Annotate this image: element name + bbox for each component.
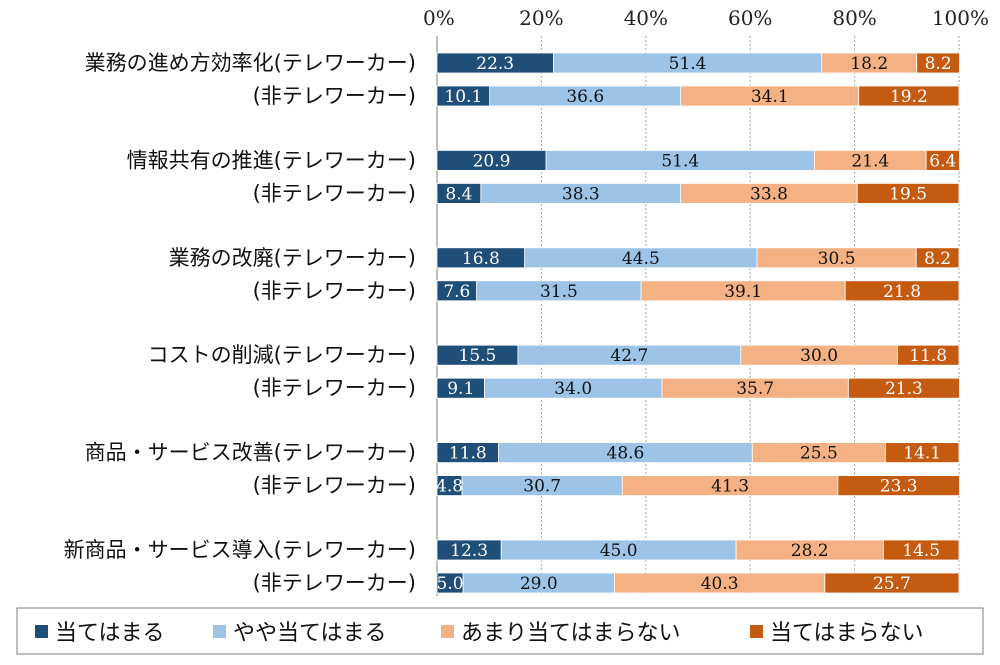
bar-segment — [897, 344, 960, 366]
data-label: 19.5 — [889, 184, 927, 204]
data-label: 11.8 — [909, 346, 947, 366]
data-label: 40.3 — [701, 574, 739, 594]
legend: 当てはまる やや当てはまる あまり当てはまらない 当てはまらない — [16, 607, 984, 655]
data-label: 30.5 — [818, 249, 856, 269]
data-label: 30.0 — [800, 346, 838, 366]
data-label: 21.4 — [851, 151, 889, 171]
bar-segment — [837, 475, 960, 497]
bar-segment — [844, 280, 960, 302]
data-label: 28.2 — [791, 541, 829, 561]
data-label: 25.7 — [873, 574, 911, 594]
data-label: 38.3 — [562, 184, 600, 204]
bar-segment — [916, 52, 960, 74]
bar-segment — [856, 182, 960, 204]
data-label: 30.7 — [523, 477, 561, 497]
category-label: 情報共有の推進(テレワーカー) — [127, 148, 416, 172]
bar-segment — [915, 247, 960, 269]
data-label: 14.5 — [902, 541, 940, 561]
bars — [436, 52, 960, 594]
data-label: 10.1 — [444, 87, 482, 107]
data-label: 45.0 — [600, 541, 638, 561]
bar-segment — [824, 572, 960, 594]
legend-swatch — [35, 625, 48, 638]
data-label: 23.3 — [880, 477, 918, 497]
category-label: コストの削減(テレワーカー) — [148, 343, 416, 367]
category-label: (非テレワーカー) — [253, 84, 416, 108]
category-label: 商品・サービス改善(テレワーカー) — [85, 441, 416, 465]
x-tick-label: 20% — [519, 6, 563, 30]
legend-label: 当てはまらない — [770, 621, 924, 646]
data-label: 6.4 — [929, 151, 956, 171]
bar-segment — [847, 377, 960, 399]
x-tick-label: 0% — [423, 6, 455, 30]
data-label: 42.7 — [610, 346, 648, 366]
category-label: 新商品・サービス導入(テレワーカー) — [64, 538, 416, 562]
data-label: 16.8 — [462, 249, 500, 269]
x-tick-label: 80% — [832, 6, 876, 30]
legend-swatch — [441, 625, 454, 638]
category-label: (非テレワーカー) — [253, 474, 416, 498]
data-label: 39.1 — [724, 282, 762, 302]
data-label: 35.7 — [736, 379, 774, 399]
data-label: 51.4 — [669, 54, 707, 74]
bar-segment — [882, 539, 960, 561]
category-label: 業務の改廃(テレワーカー) — [169, 246, 416, 270]
data-label: 33.8 — [750, 184, 788, 204]
data-label: 19.2 — [890, 87, 928, 107]
data-label: 9.1 — [447, 379, 474, 399]
data-label: 15.5 — [459, 346, 497, 366]
data-label: 29.0 — [520, 574, 558, 594]
legend-label: 当てはまる — [55, 621, 165, 646]
category-label: (非テレワーカー) — [253, 376, 416, 400]
data-label: 12.3 — [450, 541, 488, 561]
data-label: 31.5 — [540, 282, 578, 302]
data-label: 20.9 — [473, 151, 511, 171]
data-label: 8.2 — [924, 249, 951, 269]
gridlines — [436, 36, 960, 596]
data-label: 8.2 — [925, 54, 952, 74]
data-labels: 22.3 51.4 18.2 8.2 10.1 36.6 34.1 19.2 20.9 51.4 2… — [436, 54, 956, 594]
bar-segment — [925, 149, 960, 171]
category-label: (非テレワーカー) — [253, 279, 416, 303]
bar-segment — [884, 442, 960, 464]
data-label: 44.5 — [622, 249, 660, 269]
category-label: (非テレワーカー) — [253, 181, 416, 205]
legend-swatch — [213, 625, 226, 638]
data-label: 51.4 — [661, 151, 699, 171]
legend-label: やや当てはまる — [233, 621, 387, 646]
x-tick-label: 40% — [624, 6, 668, 30]
data-label: 22.3 — [476, 54, 514, 74]
x-tick-label: 100% — [932, 6, 989, 30]
data-label: 48.6 — [607, 444, 645, 464]
data-label: 25.5 — [800, 444, 838, 464]
legend-box — [16, 607, 984, 655]
legend-swatch — [750, 625, 763, 638]
legend-label: あまり当てはまらない — [461, 621, 681, 646]
x-axis-tick-labels: 0% 20% 40% 60% 80% 100% — [423, 6, 989, 30]
data-label: 18.2 — [850, 54, 888, 74]
x-tick-label: 60% — [728, 6, 772, 30]
data-label: 11.8 — [449, 444, 487, 464]
data-label: 34.1 — [751, 87, 789, 107]
bar-segment — [858, 85, 960, 107]
data-label: 21.8 — [883, 282, 921, 302]
category-label: 業務の進め方効率化(テレワーカー) — [85, 51, 416, 75]
data-label: 41.3 — [711, 477, 749, 497]
data-label: 34.0 — [554, 379, 592, 399]
data-label: 14.1 — [903, 444, 941, 464]
data-label: 21.3 — [885, 379, 923, 399]
category-label: (非テレワーカー) — [253, 571, 416, 595]
data-label: 7.6 — [443, 282, 470, 302]
data-label: 5.0 — [437, 574, 464, 594]
data-label: 8.4 — [445, 184, 472, 204]
data-label: 4.8 — [436, 477, 463, 497]
data-label: 36.6 — [566, 87, 604, 107]
category-labels: 業務の進め方効率化(テレワーカー) (非テレワーカー) 情報共有の推進(テレワーカー… — [64, 51, 416, 595]
